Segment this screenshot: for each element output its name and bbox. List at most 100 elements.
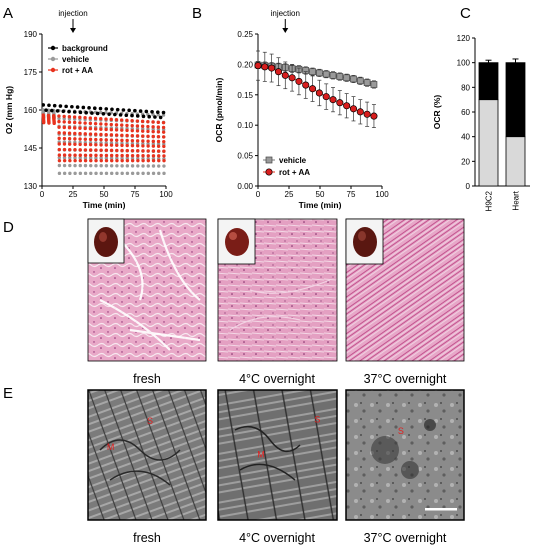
chart-a-point xyxy=(99,171,103,176)
chart-a-point xyxy=(157,171,161,176)
chart-a-point xyxy=(115,107,120,112)
chart-a-point xyxy=(64,104,68,109)
chart-a-point xyxy=(141,114,146,119)
chart-a-point xyxy=(151,154,156,158)
chart-b-point xyxy=(350,75,357,83)
chart-a-point xyxy=(110,107,114,112)
chart-a-point xyxy=(83,171,88,176)
caption-e-fresh: fresh xyxy=(133,531,161,545)
chart-a-point xyxy=(83,156,88,160)
chart-a-x-tick-label: 75 xyxy=(131,190,140,199)
chart-a-point xyxy=(83,132,87,136)
chart-a-point xyxy=(162,139,166,144)
chart-a-legend-label: background xyxy=(62,44,108,53)
chart-a-point xyxy=(83,153,88,157)
chart-a-point xyxy=(99,122,103,126)
chart-a-point xyxy=(68,156,72,160)
chart-a-point xyxy=(89,163,93,168)
chart-a-point xyxy=(57,171,62,176)
em-label: M xyxy=(257,450,265,460)
chart-a-point xyxy=(135,144,140,148)
chart-a-point xyxy=(78,110,83,115)
chart-b-point xyxy=(336,73,344,80)
chart-a-point xyxy=(150,110,154,114)
chart-a-point xyxy=(157,158,161,163)
chart-a-point xyxy=(62,120,66,124)
chart-a-point xyxy=(120,138,124,143)
chart-a-point xyxy=(135,119,140,123)
chart-a-point xyxy=(109,117,113,122)
chart-a-point xyxy=(156,149,161,153)
chart-c-bar xyxy=(505,62,526,138)
chart-a-point xyxy=(88,132,93,136)
chart-a-point xyxy=(73,148,77,152)
chart-a-point xyxy=(130,133,135,138)
panel-label-b: B xyxy=(192,5,202,22)
chart-a-point xyxy=(57,158,62,163)
chart-a-point xyxy=(162,164,166,168)
chart-a-point xyxy=(125,171,130,176)
chart-c-y-axis-label: OCR (%) xyxy=(432,95,442,130)
chart-a-point xyxy=(109,164,114,168)
em-label: M xyxy=(107,442,115,452)
chart-b-legend-label: vehicle xyxy=(279,156,307,165)
chart-a-point xyxy=(157,164,161,168)
chart-a-point xyxy=(41,103,46,107)
chart-a-point xyxy=(136,154,140,158)
chart-a-point xyxy=(83,148,88,152)
chart-a-point xyxy=(138,109,143,113)
chart-a-point xyxy=(62,114,66,119)
chart-b-point xyxy=(315,89,323,97)
chart-a-point xyxy=(104,117,108,121)
chart-c-y-tick-label: 40 xyxy=(461,133,470,142)
chart-a-point xyxy=(104,156,109,160)
chart-a-point xyxy=(99,156,103,160)
chart-a-injection-label: injection xyxy=(58,9,87,18)
chart-a-point xyxy=(62,131,67,135)
chart-a-point xyxy=(109,143,114,147)
chart-a-point xyxy=(120,158,124,163)
chart-a-point xyxy=(125,158,130,163)
chart-a-point xyxy=(68,163,72,168)
chart-a-point xyxy=(104,107,109,111)
chart-a-point xyxy=(161,120,166,125)
chart-a-point xyxy=(151,171,156,176)
chart-c-ocr-percent: 0 20 40 60 80 100 120 OCR (%) H9C2 Heart xyxy=(432,34,530,211)
chart-a-point xyxy=(88,137,93,142)
chart-a-point xyxy=(147,114,152,119)
em-label: S xyxy=(147,416,153,426)
chart-a-point xyxy=(67,109,71,114)
chart-c-y-tick-label: 100 xyxy=(457,59,471,68)
chart-a-point xyxy=(125,123,129,128)
chart-a-point xyxy=(57,155,62,160)
chart-b-point xyxy=(274,68,283,76)
chart-a-point xyxy=(136,158,140,163)
chart-a-point xyxy=(95,111,100,116)
chart-a-point xyxy=(115,156,119,160)
chart-a-point xyxy=(89,171,93,176)
chart-a-point xyxy=(52,121,56,126)
chart-a-point xyxy=(73,156,77,160)
chart-a-point xyxy=(88,116,93,120)
chart-a-point xyxy=(104,143,109,147)
chart-c-y-tick-label: 60 xyxy=(461,108,470,117)
chart-a-point xyxy=(104,127,108,132)
chart-a-x-axis-label: Time (min) xyxy=(83,200,126,210)
chart-a-y-tick-label: 190 xyxy=(24,30,38,39)
chart-a-point xyxy=(57,147,62,152)
chart-a-point xyxy=(136,149,140,153)
chart-b-legend-marker xyxy=(265,156,273,164)
chart-b-x-tick-label: 75 xyxy=(347,190,356,199)
chart-a-point xyxy=(78,131,82,136)
em-image-4c xyxy=(217,389,338,521)
chart-a-point xyxy=(151,127,155,132)
chart-a-point xyxy=(83,158,88,163)
chart-a-point xyxy=(156,125,161,129)
chart-a-point xyxy=(94,156,98,160)
caption-e-37c: 37°C overnight xyxy=(364,531,447,545)
chart-a-point xyxy=(114,133,119,137)
chart-b-point xyxy=(316,69,323,77)
chart-a-point xyxy=(144,109,149,114)
chart-a-point xyxy=(125,164,130,168)
chart-a-point xyxy=(67,126,72,130)
